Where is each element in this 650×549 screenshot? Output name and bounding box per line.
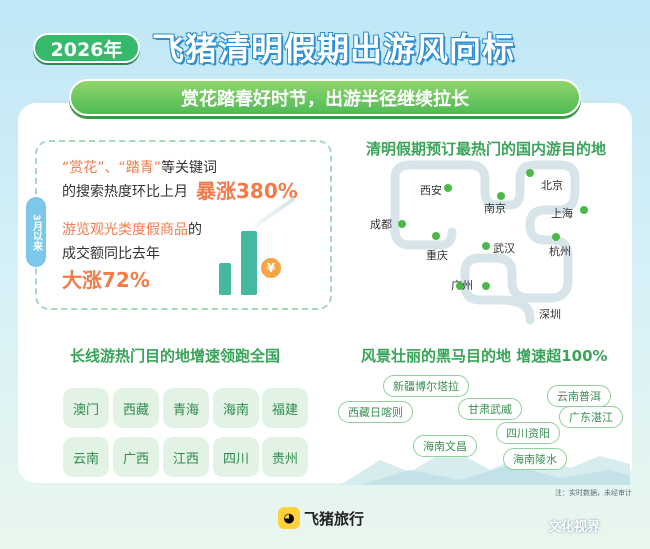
- city-dot-chengdu: [398, 220, 406, 228]
- province-chip: 四川: [213, 437, 259, 477]
- keyword-quote: “赏花”、“踏青”: [62, 160, 162, 176]
- destination-pill: 甘肃武威: [458, 398, 522, 420]
- destination-pill: 广东湛江: [559, 406, 623, 428]
- city-label: 上海: [551, 207, 573, 220]
- province-chip: 贵州: [262, 437, 308, 477]
- page-title: 飞猪清明假期出游风向标: [152, 30, 516, 68]
- city-dot-hangzhou: [552, 233, 560, 241]
- stat-line-1: “赏花”、“踏青”等关键词: [62, 157, 217, 177]
- city-dot-shenzhen-route: [482, 282, 490, 290]
- city-label: 南京: [484, 202, 506, 215]
- province-chip: 澳门: [63, 388, 109, 428]
- destination-pill: 云南普洱: [547, 385, 611, 407]
- city-label: 广州: [451, 279, 473, 292]
- product-suffix: 的: [188, 222, 202, 238]
- stat-search-growth: 暴涨380%: [196, 179, 298, 203]
- darkhorse-title: 风景壮丽的黑马目的地 增速超100%: [361, 347, 608, 365]
- city-label: 杭州: [549, 245, 571, 258]
- destination-pill: 四川资阳: [496, 422, 560, 444]
- stats-panel: [35, 140, 332, 310]
- city-label: 重庆: [426, 249, 448, 262]
- city-label: 西安: [420, 184, 442, 197]
- city-dot-nanjing: [497, 192, 505, 200]
- city-dot-xian: [444, 184, 452, 192]
- data-note: 注：实时数据，未经审计: [555, 489, 632, 497]
- chart-bar-small: [219, 263, 231, 295]
- province-chip: 海南: [213, 388, 259, 428]
- city-dot-beijing: [526, 169, 534, 177]
- period-tag: 3月以来: [26, 197, 46, 267]
- longhaul-title: 长线游热门目的地增速领跑全国: [70, 347, 281, 365]
- fliggy-logo-icon: ◕: [278, 507, 300, 529]
- stat-line-2: 的搜索热度环比上月: [62, 184, 188, 200]
- city-label: 成都: [370, 218, 392, 231]
- domestic-title: 清明假期预订最热门的国内游目的地: [366, 140, 607, 158]
- subtitle-banner: 赏花踏春好时节，出游半径继续拉长: [69, 79, 581, 116]
- city-label: 武汉: [493, 242, 515, 255]
- city-dot-shanghai: [580, 206, 588, 214]
- coin-icon: ¥: [259, 256, 283, 280]
- year-badge: 2026年: [33, 33, 140, 63]
- city-dot-wuhan: [482, 242, 490, 250]
- province-chip: 西藏: [113, 388, 159, 428]
- chart-bar-tall: [241, 231, 257, 295]
- stat-sales-growth: 大涨72%: [62, 268, 150, 292]
- city-label: 深圳: [539, 308, 561, 321]
- destination-pill: 新疆博尔塔拉: [383, 375, 469, 397]
- mountain-illustration: [340, 448, 630, 485]
- destination-pill: 西藏日喀则: [338, 401, 413, 423]
- city-label: 北京: [541, 179, 563, 192]
- province-chip: 青海: [163, 388, 209, 428]
- province-chip: 福建: [262, 388, 308, 428]
- keyword-rest: 等关键词: [161, 160, 218, 176]
- city-dot-guangzhou: [456, 282, 464, 290]
- brand-name: 飞猪旅行: [304, 510, 365, 528]
- product-category: 游览观光类度假商品: [62, 222, 188, 238]
- destination-pill: 海南文昌: [413, 435, 477, 457]
- watermark: 文化视界: [548, 520, 601, 535]
- stat-line-4: 成交额同比去年: [62, 246, 160, 262]
- destination-pill: 海南陵水: [503, 448, 567, 470]
- province-chip: 江西: [163, 437, 209, 477]
- city-dot-chongqing: [432, 232, 440, 240]
- province-chip: 云南: [63, 437, 109, 477]
- stat-line-3: 游览观光类度假商品的: [62, 219, 202, 239]
- province-chip: 广西: [113, 437, 159, 477]
